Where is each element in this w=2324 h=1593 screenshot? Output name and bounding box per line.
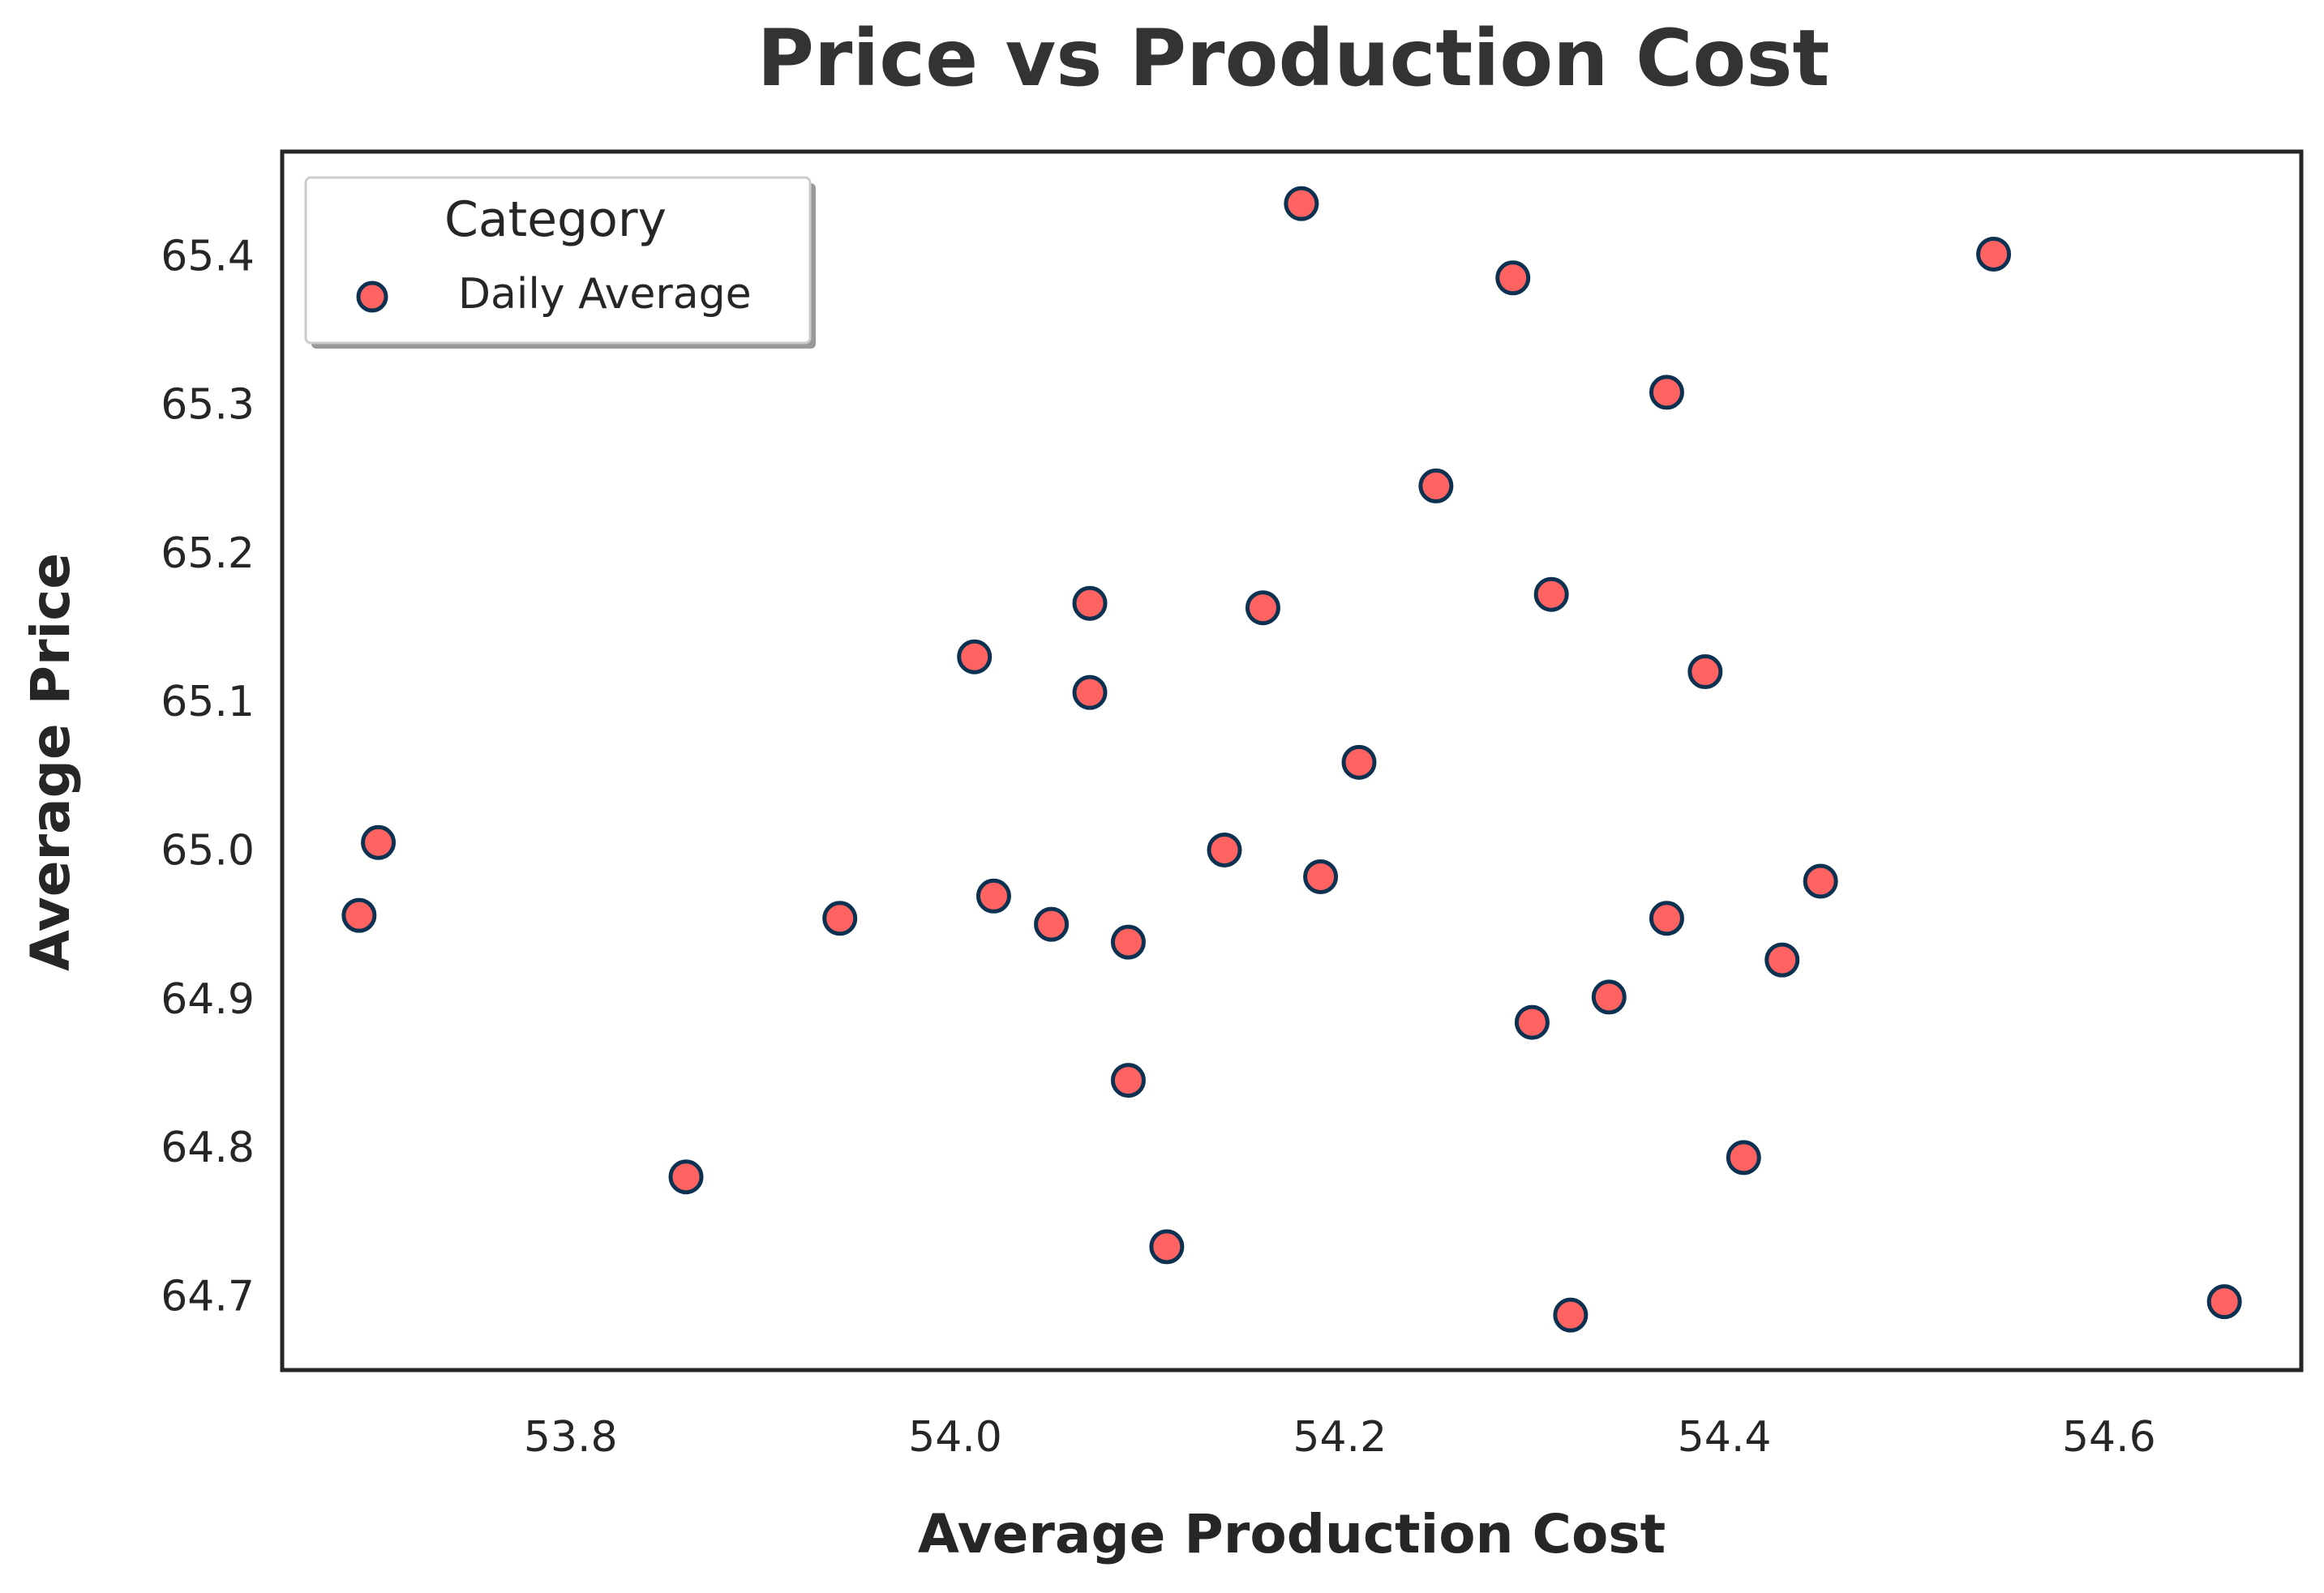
data-points <box>341 186 2242 1333</box>
x-axis-label: Average Production Cost <box>918 1503 1666 1565</box>
chart-title: Price vs Production Cost <box>757 13 1830 104</box>
data-point <box>957 639 993 674</box>
data-point <box>1591 979 1627 1015</box>
y-tick-label: 65.3 <box>161 381 255 430</box>
legend-title: Category <box>444 191 667 248</box>
data-point <box>1110 1063 1146 1098</box>
data-point <box>668 1159 704 1195</box>
data-point <box>1341 744 1377 780</box>
data-point <box>1687 654 1723 690</box>
legend-entry-label: Daily Average <box>458 270 752 319</box>
data-point <box>1110 924 1146 960</box>
data-point <box>361 824 397 860</box>
data-point <box>1072 674 1108 710</box>
x-tick-label: 54.4 <box>1678 1413 1772 1462</box>
y-tick-label: 64.9 <box>161 975 255 1024</box>
data-point <box>2206 1284 2242 1320</box>
plot-frame <box>280 149 2304 1372</box>
y-tick-label: 64.7 <box>161 1272 255 1321</box>
x-tick-label: 54.2 <box>1293 1413 1387 1462</box>
x-tick-label: 53.8 <box>524 1413 618 1462</box>
data-point <box>1149 1229 1185 1265</box>
data-point <box>1533 576 1569 612</box>
data-point <box>341 897 377 933</box>
data-point <box>1495 260 1531 296</box>
legend-marker <box>356 280 388 313</box>
legend: Category Daily Average <box>304 176 816 349</box>
x-axis: 53.8 54.0 54.2 54.4 54.6 <box>524 1413 2156 1462</box>
data-point <box>1034 906 1070 942</box>
data-point <box>1553 1297 1589 1333</box>
x-tick-label: 54.0 <box>908 1413 1002 1462</box>
data-point <box>1303 859 1339 894</box>
data-point <box>1649 901 1684 936</box>
x-tick-label: 54.6 <box>2062 1413 2156 1462</box>
data-point <box>1072 585 1108 621</box>
data-point <box>1803 863 1838 899</box>
y-axis: 64.7 64.8 64.9 65.0 65.1 65.2 65.3 65.4 <box>161 232 255 1321</box>
y-tick-label: 65.2 <box>161 529 255 578</box>
data-point <box>822 901 858 936</box>
y-tick-label: 64.8 <box>161 1124 255 1172</box>
data-point <box>975 878 1011 914</box>
data-point <box>1764 942 1800 978</box>
data-point <box>1726 1140 1761 1175</box>
legend-box <box>304 176 812 345</box>
data-point <box>1976 236 2012 272</box>
y-tick-label: 65.4 <box>161 232 255 280</box>
data-point <box>1649 375 1684 410</box>
data-point <box>1418 468 1454 503</box>
y-tick-label: 65.0 <box>161 826 255 875</box>
data-point <box>1284 186 1319 221</box>
plot-area: 53.8 54.0 54.2 54.4 54.6 64.7 64.8 64.9 65.0 65.… <box>161 149 2304 1462</box>
data-point <box>1245 590 1280 626</box>
y-tick-label: 65.1 <box>161 678 255 726</box>
data-point <box>1514 1004 1550 1040</box>
y-axis-label: Average Price <box>19 553 82 971</box>
data-point <box>1207 832 1242 867</box>
